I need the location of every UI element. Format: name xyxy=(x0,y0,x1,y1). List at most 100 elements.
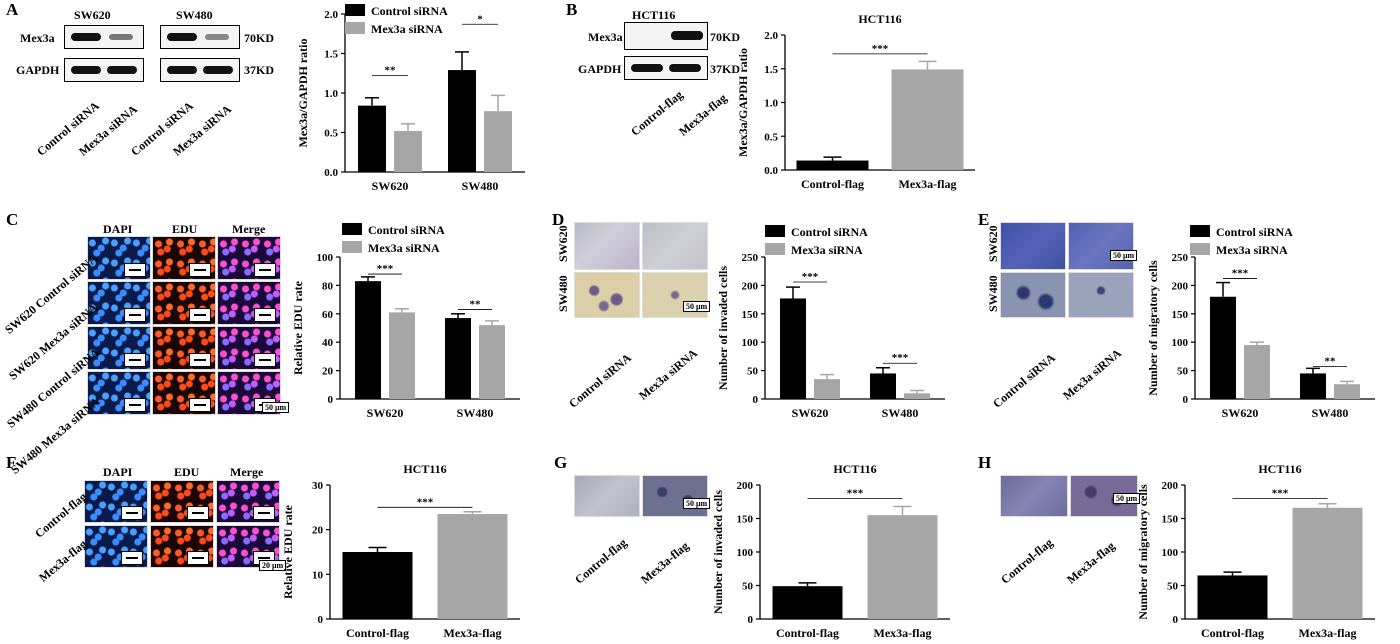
scale-bar-label: 50 μm xyxy=(683,498,711,509)
scale-bar xyxy=(254,353,276,367)
y-tick-label: 40 xyxy=(322,337,334,349)
bar xyxy=(445,318,471,399)
y-tick-label: 0 xyxy=(318,614,324,626)
x-tick-label: SW480 xyxy=(882,406,919,420)
merge-image xyxy=(217,236,281,280)
scale-bar xyxy=(189,353,211,367)
column-label: Control siRNA xyxy=(990,350,1058,411)
invasion-image xyxy=(642,475,708,517)
chart-b: 0.0 0.5 1.0 1.5 2.0 Mex3a/GAPDH ratio HCT116 Co… xyxy=(736,12,975,191)
y-tick-label: 200 xyxy=(742,280,759,292)
y-tick-label: 20 xyxy=(322,366,334,378)
legend-swatch xyxy=(765,225,785,237)
y-axis-label: Number of migratory cells xyxy=(1136,484,1150,620)
y-axis-label: Number of invaded cells xyxy=(716,266,730,390)
bar xyxy=(891,69,964,170)
chart-f: 0 10 20 30 Relative EDU rate HCT116 Control-fl… xyxy=(281,462,520,640)
y-tick-label: 0 xyxy=(328,394,334,406)
y-tick-label: 150 xyxy=(742,309,759,321)
y-tick-label: 150 xyxy=(1162,514,1179,526)
bar xyxy=(780,298,806,399)
column-label: Mex3a siRNA xyxy=(1060,345,1124,403)
scale-bar xyxy=(254,308,276,322)
dapi-image xyxy=(87,326,151,370)
migration-image xyxy=(1068,272,1134,318)
significance-marker: *** xyxy=(802,271,819,283)
scale-bar xyxy=(254,263,276,277)
row-label: SW480 xyxy=(986,275,1000,312)
y-axis-label: Number of invaded cells xyxy=(711,490,725,614)
column-label: Mex3a siRNA xyxy=(636,345,700,403)
bar xyxy=(389,312,415,399)
edu-image xyxy=(152,326,216,370)
invasion-image xyxy=(574,272,640,318)
scale-bar xyxy=(124,263,146,277)
invasion-image xyxy=(574,475,640,517)
y-tick-label: 2.0 xyxy=(324,9,338,21)
invasion-image xyxy=(642,222,708,270)
scale-bar-label: 20 μm xyxy=(259,560,287,571)
merge-image xyxy=(216,525,280,568)
scale-bar xyxy=(121,551,143,565)
x-tick-label: SW620 xyxy=(1222,406,1259,420)
column-label: Mex3a-flag xyxy=(638,538,692,587)
invasion-image xyxy=(574,222,640,270)
chart-h: 0 50 100 150 200 Number of migratory cells HCT… xyxy=(1136,462,1375,640)
y-tick-label: 1.5 xyxy=(324,49,338,61)
y-tick-label: 1.0 xyxy=(764,98,778,110)
x-tick-label: SW480 xyxy=(457,406,494,420)
legend-swatch xyxy=(765,243,785,255)
column-label: Control-flag xyxy=(998,535,1056,587)
significance-marker: *** xyxy=(872,43,889,55)
y-tick-label: 150 xyxy=(1172,309,1189,321)
legend-label: Control siRNA xyxy=(1216,225,1293,239)
legend-label: Mex3a siRNA xyxy=(791,243,863,257)
scale-bar xyxy=(121,506,143,520)
invasion-image xyxy=(642,272,708,318)
y-tick-label: 100 xyxy=(317,252,334,264)
scale-bar xyxy=(124,398,146,412)
significance-marker: * xyxy=(477,13,483,25)
y-tick-label: 0.5 xyxy=(324,128,338,140)
significance-marker: ** xyxy=(385,65,397,77)
bar xyxy=(437,514,508,619)
y-tick-label: 50 xyxy=(747,366,759,378)
chart-title: HCT116 xyxy=(858,12,901,26)
y-tick-label: 100 xyxy=(1162,547,1179,559)
chart-a: 0.0 0.5 1.0 1.5 2.0 Mex3a/GAPDH ratio SW620 SW4… xyxy=(296,4,525,193)
dapi-image xyxy=(84,480,148,523)
dapi-image xyxy=(87,236,151,280)
scale-bar xyxy=(253,506,275,520)
chart-title: HCT116 xyxy=(403,462,446,476)
chart-d: 0 50 100 150 200 250 Number of invaded cells SW… xyxy=(716,225,945,420)
chart-e: 0 50 100 150 200 250 Number of migratory cells… xyxy=(1146,225,1375,420)
blot-box xyxy=(160,25,240,49)
column-label: Control siRNA xyxy=(566,350,634,411)
scale-bar-label: 50 μm xyxy=(1113,493,1141,504)
legend-label: Mex3a siRNA xyxy=(368,241,440,255)
panel-label-c: C xyxy=(6,210,19,229)
column-label: Merge xyxy=(232,222,266,236)
y-tick-label: 0 xyxy=(748,614,754,626)
bar xyxy=(394,130,422,172)
migration-image xyxy=(1000,222,1066,270)
y-axis-label: Relative EDU rate xyxy=(291,280,305,375)
edu-image xyxy=(150,525,214,568)
y-tick-label: 100 xyxy=(737,547,754,559)
merge-image xyxy=(216,480,280,523)
blot-kd-37: 37KD xyxy=(710,62,740,76)
edu-image xyxy=(152,371,216,415)
y-tick-label: 100 xyxy=(1172,337,1189,349)
y-tick-label: 0.5 xyxy=(764,131,778,143)
column-label: EDU xyxy=(172,222,198,236)
bar xyxy=(1334,384,1360,399)
chart-c: 0 20 40 60 80 100 Relative EDU rate SW620 SW480 *… xyxy=(291,223,520,420)
blot-box xyxy=(624,56,708,80)
column-label: Mex3a-flag xyxy=(1064,538,1118,587)
significance-marker: *** xyxy=(377,263,394,275)
y-axis-label: Mex3a/GAPDH ratio xyxy=(296,39,310,148)
lane-label: Control-flag xyxy=(628,87,686,139)
bar xyxy=(1210,296,1236,399)
blot-cell-sw620: SW620 xyxy=(74,8,111,22)
edu-image xyxy=(152,236,216,280)
